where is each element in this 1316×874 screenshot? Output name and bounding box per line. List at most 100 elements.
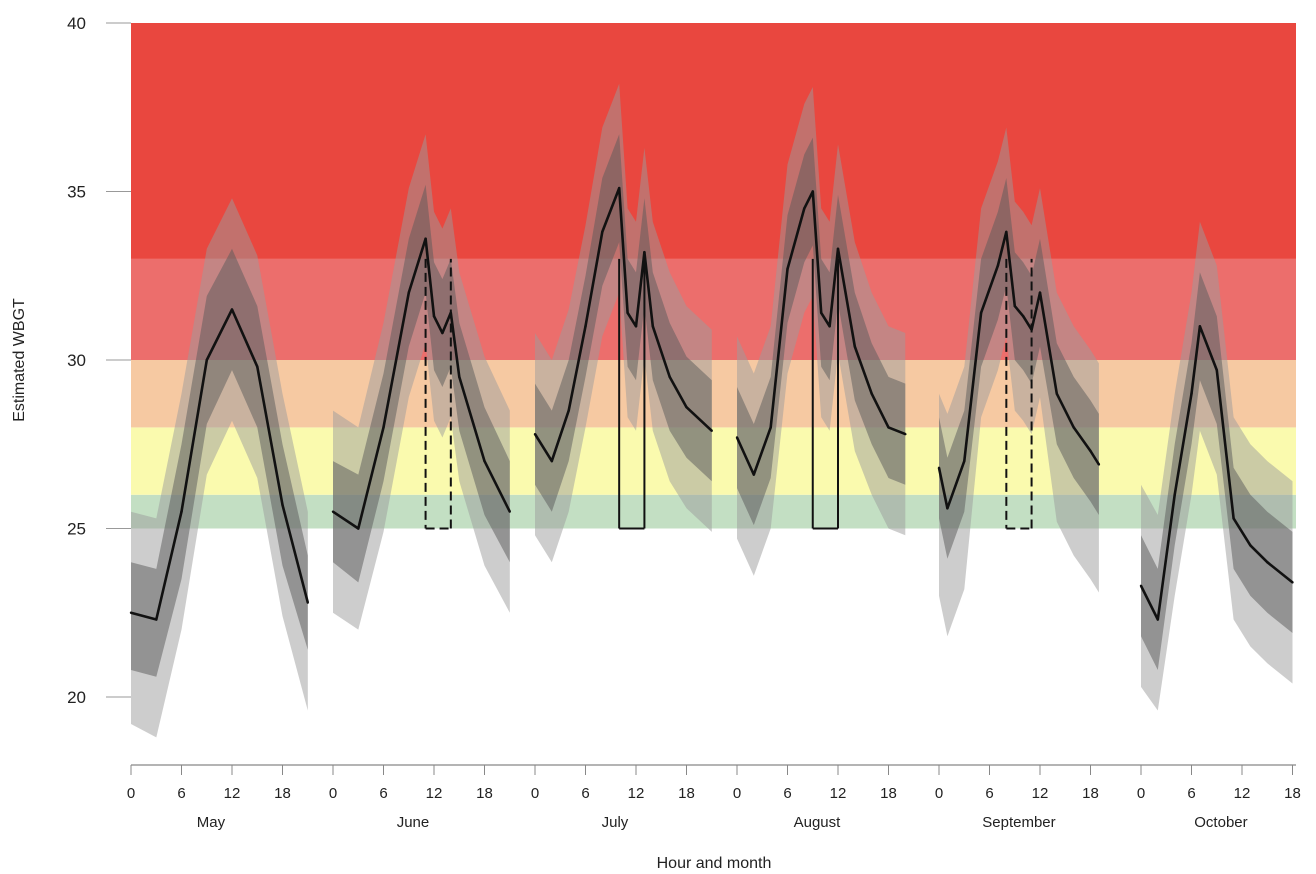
data-point: [441, 331, 444, 335]
y-tick-label: 20: [67, 688, 86, 707]
data-point: [550, 459, 554, 463]
data-point: [1156, 618, 1160, 621]
data-point: [626, 311, 629, 315]
x-tick-label: 6: [783, 785, 791, 802]
data-point: [508, 510, 511, 513]
data-point: [155, 618, 158, 621]
month-label: June: [397, 814, 430, 831]
y-tick-label: 30: [67, 351, 86, 370]
outer-uncertainty-band: [535, 83, 712, 563]
data-point: [1055, 392, 1059, 395]
data-point: [634, 325, 638, 328]
month-group: [129, 198, 310, 738]
month-label: August: [794, 814, 842, 831]
x-tick-label: 12: [1032, 785, 1049, 802]
data-point: [1089, 449, 1092, 453]
x-tick-label: 6: [581, 785, 589, 802]
data-point: [651, 325, 655, 328]
x-tick-label: 18: [274, 785, 291, 802]
data-point: [769, 426, 772, 429]
risk-band: [131, 23, 1296, 259]
month-label: September: [982, 814, 1055, 831]
month-label: October: [1194, 814, 1247, 831]
data-point: [735, 436, 739, 439]
x-tick-label: 18: [476, 785, 493, 802]
data-point: [752, 473, 756, 476]
data-point: [432, 314, 436, 318]
inner-uncertainty-band: [333, 184, 510, 583]
data-point: [1190, 392, 1193, 395]
month-group: [533, 83, 713, 563]
data-point: [382, 426, 385, 429]
data-point: [1013, 304, 1016, 308]
data-point: [1198, 325, 1202, 328]
data-point: [963, 459, 966, 463]
x-tick-label: 12: [426, 785, 443, 802]
data-point: [1038, 291, 1042, 294]
data-point: [601, 230, 604, 234]
x-tick-label: 12: [830, 785, 847, 802]
data-point: [407, 291, 410, 294]
inner-uncertainty-band: [939, 178, 1099, 559]
x-tick-label: 0: [329, 785, 337, 802]
data-point: [1249, 544, 1252, 547]
y-axis-title: Estimated WBGT: [11, 298, 28, 422]
inner-uncertainty-band: [1141, 272, 1293, 670]
data-point: [281, 503, 284, 507]
x-tick-label: 18: [678, 785, 695, 802]
data-point: [483, 459, 486, 463]
x-tick-label: 6: [985, 785, 993, 802]
month-group: [735, 87, 907, 576]
data-point: [996, 264, 1000, 267]
x-tick-label: 12: [628, 785, 645, 802]
data-point: [710, 429, 713, 432]
month-group: [331, 134, 511, 630]
risk-bands: [131, 23, 1296, 529]
data-point: [668, 375, 671, 379]
data-point: [904, 432, 907, 436]
data-point: [567, 409, 570, 412]
data-point: [811, 190, 814, 193]
data-point: [1215, 368, 1218, 372]
data-point: [1139, 584, 1143, 587]
data-point: [256, 365, 259, 368]
data-point: [205, 358, 208, 362]
mean-wbgt-line: [937, 230, 1101, 510]
data-point: [129, 611, 133, 614]
x-tick-label: 18: [1082, 785, 1099, 802]
data-point: [180, 510, 183, 513]
mean-wbgt-line: [1139, 325, 1294, 621]
data-point: [1173, 493, 1176, 496]
risk-band: [131, 360, 1296, 428]
data-point: [1291, 581, 1294, 584]
data-point: [1097, 463, 1101, 466]
risk-band: [131, 427, 1296, 495]
data-point: [424, 237, 427, 240]
data-point: [643, 250, 646, 254]
x-axis-title: Hour and month: [657, 855, 772, 872]
data-point: [230, 308, 234, 311]
x-tick-label: 0: [127, 785, 135, 802]
data-point: [853, 345, 857, 348]
data-point: [458, 375, 461, 379]
data-point: [306, 601, 309, 604]
data-point: [979, 311, 983, 315]
data-point: [584, 325, 587, 328]
data-point: [887, 426, 890, 429]
mean-wbgt-line: [130, 308, 310, 621]
data-point: [828, 325, 831, 328]
y-axis: 20 25 30 35 40: [67, 14, 131, 707]
data-point: [617, 186, 621, 190]
data-point: [449, 311, 453, 315]
data-point: [685, 405, 688, 409]
y-tick-label: 40: [67, 14, 86, 33]
risk-band: [131, 258, 1296, 360]
x-tick-label: 0: [531, 785, 539, 802]
inner-uncertainty-band: [737, 137, 906, 526]
x-tick-label: 12: [1234, 785, 1251, 802]
data-point: [533, 432, 537, 436]
data-point: [819, 311, 823, 315]
x-tick-label: 6: [379, 785, 387, 802]
x-tick-label: 12: [224, 785, 241, 802]
x-tick-label: 0: [733, 785, 741, 802]
